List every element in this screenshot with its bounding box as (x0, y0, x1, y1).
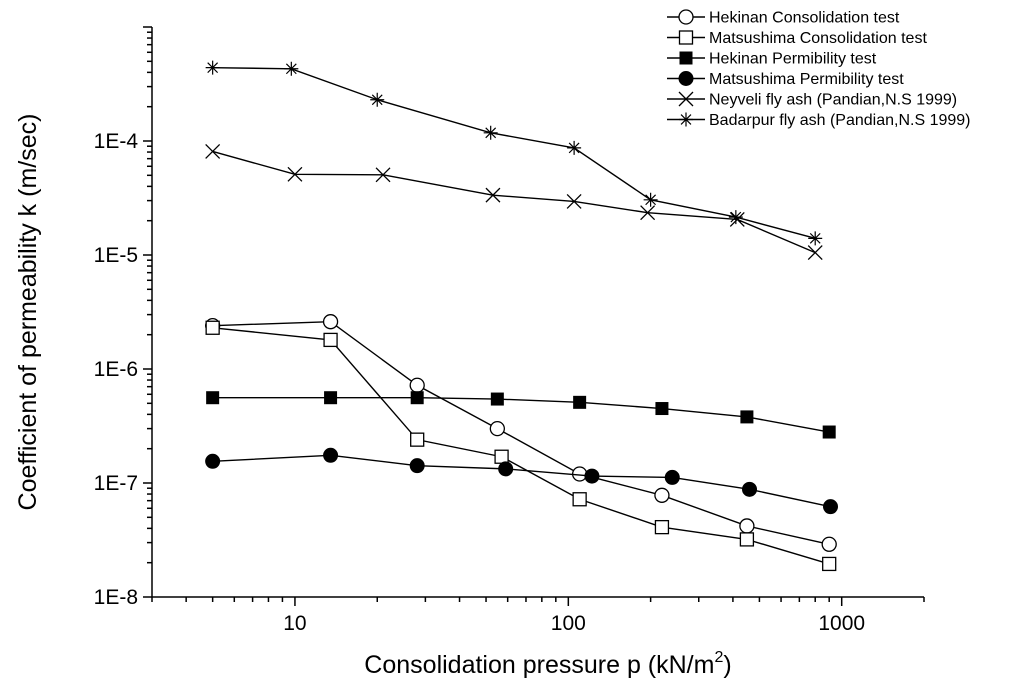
data-point (572, 492, 587, 507)
legend-label: Matsushima Consolidation test (709, 30, 927, 47)
data-point (323, 332, 338, 348)
y-axis-title: Coefficient of permeability k (m/sec) (14, 114, 42, 511)
series-line (212, 327, 830, 565)
data-point (483, 125, 498, 140)
x-tick-label: 1000 (818, 612, 865, 635)
data-point (205, 453, 221, 469)
legend-marker (678, 91, 694, 107)
legend-label: Badarpur fly ash (Pandian,N.S 1999) (709, 112, 970, 129)
legend-entry: Hekinan Consolidation test (667, 9, 900, 27)
data-point (490, 392, 504, 406)
series-line (212, 150, 816, 254)
data-point (729, 212, 745, 227)
series-0 (204, 314, 837, 552)
legend-label: Hekinan Consolidation test (709, 10, 900, 27)
data-point (643, 192, 658, 207)
data-point (584, 468, 600, 484)
data-point (322, 314, 339, 330)
series-4 (205, 143, 823, 261)
x-tick-label: 100 (551, 612, 586, 635)
data-point (494, 449, 509, 464)
data-point (566, 193, 582, 209)
legend-entry: Matsushima Consolidation test (667, 30, 927, 47)
legend-entry: Badarpur fly ash (Pandian,N.S 1999) (667, 112, 970, 129)
data-point (205, 60, 220, 75)
data-point (821, 536, 837, 552)
axes: 10 100 1000 1E-8 1E-7 1E-6 1E-5 1E-4 Consolidati… (14, 26, 925, 679)
data-point (739, 532, 755, 547)
data-point (370, 92, 385, 107)
legend-label: Matsushima Permibility test (709, 71, 904, 88)
data-point (409, 377, 425, 393)
y-tick-label: 1E-8 (94, 586, 138, 609)
legend-entry: Neyveli fly ash (Pandian,N.S 1999) (667, 92, 957, 109)
data-point (740, 410, 754, 424)
legend-entry: Matsushima Permibility test (667, 71, 904, 88)
y-tick-label: 1E-7 (94, 472, 138, 495)
data-point (822, 556, 837, 572)
data-point (410, 391, 424, 405)
series-3 (205, 447, 839, 515)
data-point (498, 461, 514, 477)
data-point (664, 469, 680, 485)
data-point (375, 167, 391, 183)
data-point (206, 391, 220, 405)
series-line (212, 454, 831, 508)
data-point (654, 487, 670, 503)
series-line (212, 66, 816, 240)
data-point (742, 481, 758, 497)
legend-marker (678, 30, 694, 45)
data-point (205, 320, 220, 335)
data-point (323, 447, 339, 463)
data-point (654, 519, 670, 535)
data-point (808, 231, 823, 246)
data-point (640, 205, 656, 221)
data-point (205, 143, 221, 159)
data-point (823, 499, 839, 515)
series-1 (205, 320, 837, 572)
y-tick-label: 1E-5 (94, 244, 138, 267)
y-tick-label: 1E-4 (94, 130, 139, 153)
series-layer (204, 60, 839, 572)
data-point (489, 420, 505, 437)
series-line (212, 397, 830, 433)
x-axis-title: Consolidation pressure p (kN/m2) (364, 649, 731, 679)
x-tick-label: 10 (283, 612, 306, 635)
legend-marker (679, 112, 693, 127)
data-point (287, 166, 303, 182)
data-point (573, 395, 587, 409)
data-point (739, 518, 755, 534)
legend-label: Hekinan Permibility test (709, 51, 877, 68)
data-point (324, 391, 338, 405)
data-point (409, 458, 425, 474)
legend-entry: Hekinan Permibility test (667, 51, 877, 68)
data-point (655, 402, 669, 416)
data-point (807, 245, 823, 261)
y-tick-label: 1E-6 (94, 358, 138, 381)
legend: Hekinan Consolidation test Matsushima Con… (667, 9, 970, 129)
data-point (284, 61, 299, 76)
series-2 (206, 391, 836, 439)
series-line (212, 320, 830, 545)
data-point (822, 425, 836, 439)
data-point (485, 187, 501, 203)
legend-marker (678, 71, 694, 86)
data-point (410, 432, 425, 447)
legend-label: Neyveli fly ash (Pandian,N.S 1999) (709, 92, 957, 109)
data-point (567, 140, 582, 155)
legend-marker (679, 51, 693, 65)
legend-marker (678, 9, 694, 25)
series-5 (205, 60, 823, 246)
data-point (728, 210, 743, 225)
